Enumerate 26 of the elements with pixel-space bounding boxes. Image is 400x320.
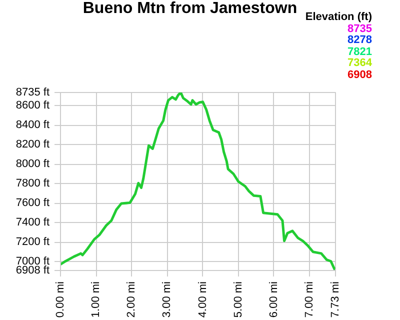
x-tick-label: 4.00 mi: [196, 281, 209, 318]
y-tick-label: 8200 ft: [16, 138, 50, 151]
y-tick-label: 7800 ft: [16, 178, 50, 190]
x-tick-label: 6.00 mi: [268, 281, 280, 318]
y-tick-label: 8735 ft: [16, 86, 50, 98]
y-tick-label: 8600 ft: [16, 100, 50, 112]
x-tick-label: 3.00 mi: [161, 281, 174, 318]
x-tick-label: 7.73 mi: [330, 281, 342, 318]
x-tick-label: 5.00 mi: [232, 281, 244, 318]
y-tick-label: 7400 ft: [16, 216, 50, 229]
x-tick-label: 0.00 mi: [54, 281, 66, 318]
y-tick-label: 7600 ft: [16, 197, 50, 210]
x-tick-label: 1.00 mi: [90, 281, 102, 318]
text: 7821: [346, 46, 372, 58]
text: 6908: [346, 68, 372, 81]
text: 8735: [346, 22, 372, 35]
text: 7364: [346, 57, 372, 70]
x-tick-label: 7.00 mi: [304, 281, 316, 318]
text: 8278: [346, 34, 372, 46]
y-tick-label: 8400 ft: [16, 119, 50, 132]
chart-title: Bueno Mtn from Jamestown: [82, 0, 298, 17]
text: Elevation (ft): [305, 11, 372, 24]
y-tick-label: 6908 ft: [16, 264, 50, 276]
y-tick-label: 8000 ft: [16, 158, 50, 170]
y-tick-label: 7200 ft: [16, 236, 50, 248]
x-tick-label: 2.00 mi: [126, 281, 138, 318]
